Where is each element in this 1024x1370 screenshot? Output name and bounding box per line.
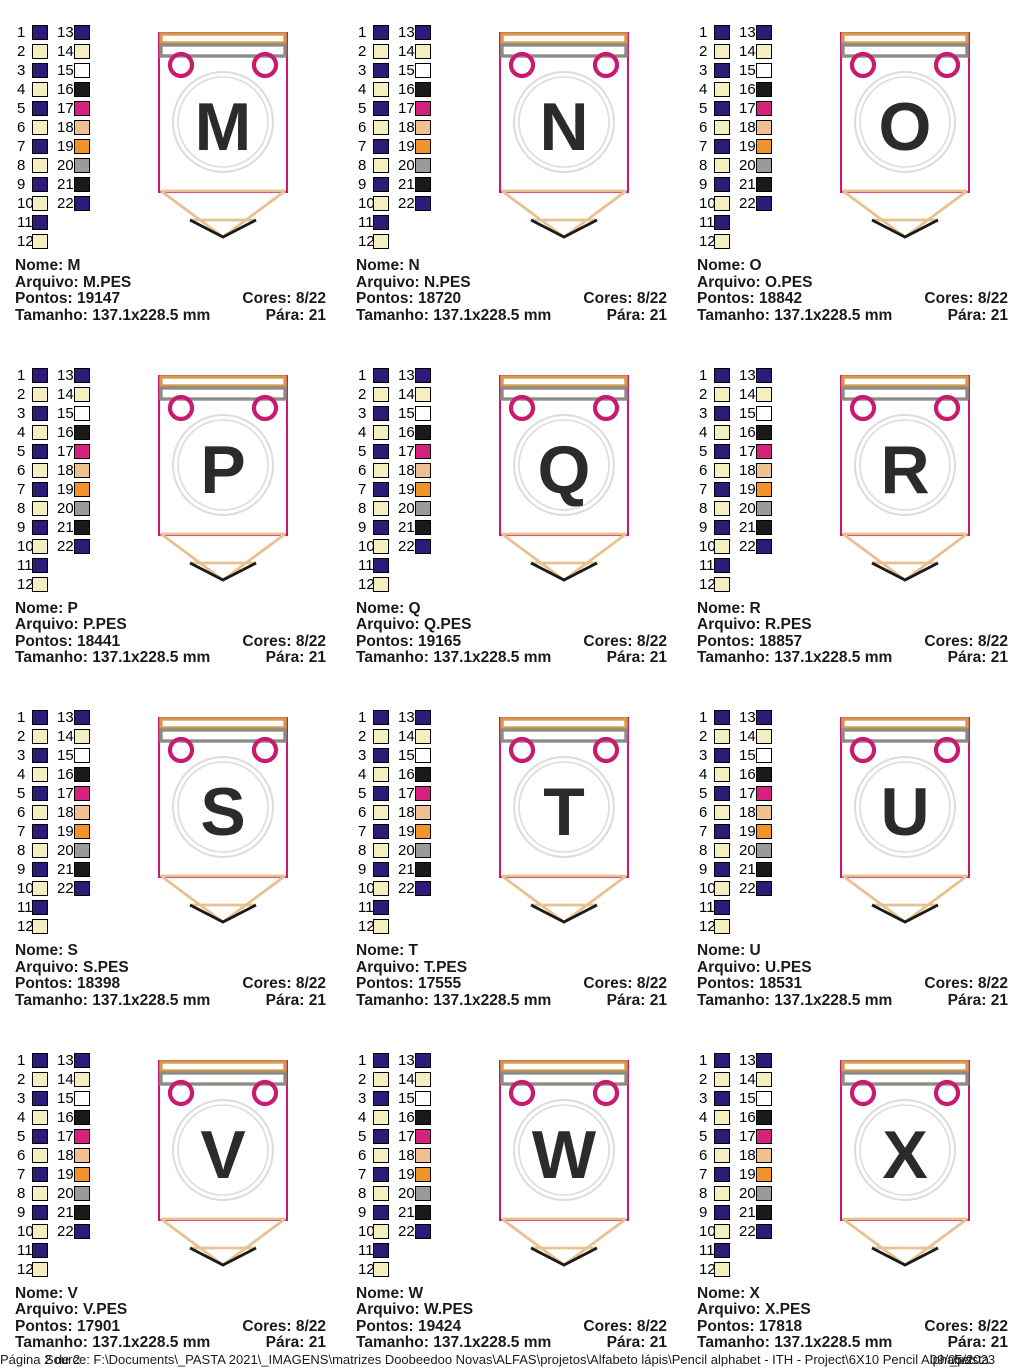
svg-text:N: N bbox=[539, 89, 588, 165]
svg-text:V: V bbox=[200, 1117, 245, 1193]
svg-text:R: R bbox=[880, 432, 929, 508]
svg-text:W: W bbox=[532, 1117, 597, 1193]
svg-text:O: O bbox=[879, 89, 932, 165]
svg-text:P: P bbox=[200, 432, 245, 508]
svg-text:Q: Q bbox=[538, 432, 591, 508]
svg-text:S: S bbox=[200, 774, 245, 850]
svg-text:T: T bbox=[543, 774, 585, 850]
svg-text:U: U bbox=[880, 774, 929, 850]
svg-text:M: M bbox=[195, 89, 252, 165]
svg-text:X: X bbox=[882, 1117, 927, 1193]
